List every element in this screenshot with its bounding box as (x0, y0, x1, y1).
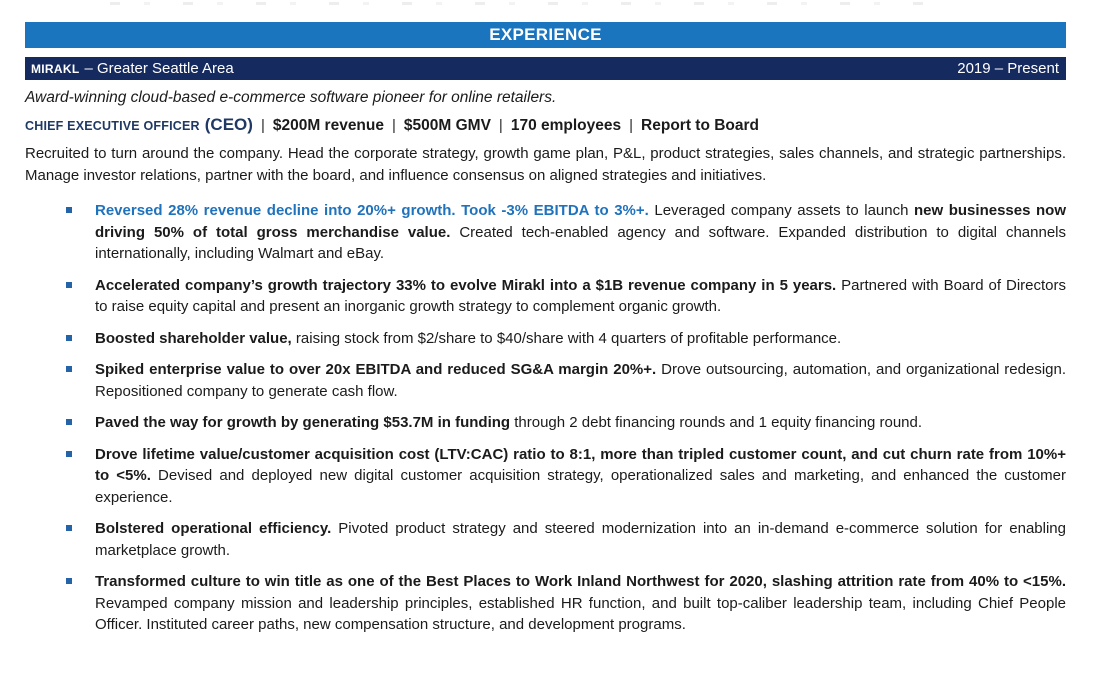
bullet-square-icon (66, 334, 72, 341)
bullet-item: Paved the way for growth by generating $… (25, 412, 1066, 434)
bullet-text-segment: Partnered with Board of Directors to rai… (95, 276, 1066, 316)
bullet-text-segment: Drove lifetime value/customer acquisitio… (95, 445, 1066, 485)
stat-separator: | (498, 117, 503, 134)
bullet-text-segment: Spiked enterprise value to over 20x EBIT… (95, 361, 657, 378)
company-location: – Greater Seattle Area (84, 60, 234, 77)
bullet-text-segment: Bolstered operational efficiency. (95, 520, 332, 537)
bullet-item: Accelerated company’s growth trajectory … (25, 275, 1066, 318)
company-name: MIRAKL (31, 62, 80, 76)
bullet-text-segment: Drove outsourcing, automation, and organ… (95, 361, 1066, 400)
clipped-previous-line (110, 2, 940, 5)
bullet-text-segment: Transformed culture to win title as one … (95, 573, 1066, 590)
bullet-item: Reversed 28% revenue decline into 20%+ g… (25, 200, 1066, 265)
employment-dates: 2019 – Present (957, 60, 1059, 77)
bullet-text-segment: Accelerated company’s growth trajectory … (95, 276, 837, 294)
stat-revenue: $200M revenue (272, 117, 384, 134)
job-title-line: CHIEF EXECUTIVE OFFICER (CEO) | $200M re… (25, 115, 1066, 135)
section-title: EXPERIENCE (489, 25, 602, 44)
bullet-square-icon (66, 450, 72, 457)
bullet-square-icon (66, 525, 72, 531)
stat-employees: 170 employees (510, 117, 622, 134)
bullet-square-icon (66, 578, 72, 584)
company-heading: MIRAKL – Greater Seattle Area (31, 60, 234, 77)
bullet-text-segment: Devised and deployed new digital custome… (95, 467, 1066, 506)
bullet-text-segment: Pivoted product strategy and steered mod… (95, 520, 1066, 559)
section-header-bar: EXPERIENCE (25, 22, 1066, 48)
company-bar: MIRAKL – Greater Seattle Area 2019 – Pre… (25, 57, 1066, 80)
bullet-square-icon (66, 207, 72, 213)
bullet-item: Transformed culture to win title as one … (25, 571, 1066, 636)
bullet-text-segment: new businesses now driving 50% of total … (95, 202, 1066, 241)
bullet-text-segment: Revamped company mission and leadership … (95, 594, 1066, 634)
job-title: CHIEF EXECUTIVE OFFICER (25, 119, 200, 133)
company-tagline: Award-winning cloud-based e-commerce sof… (25, 89, 557, 106)
bullet-text-segment: through 2 debt financing rounds and 1 eq… (510, 414, 923, 431)
stat-gmv: $500M GMV (403, 117, 491, 134)
bullet-square-icon (66, 419, 72, 425)
stat-reporting: Report to Board (641, 117, 759, 134)
bullet-item: Boosted shareholder value, raising stock… (25, 328, 1066, 350)
bullet-text-segment: Paved the way for growth by generating $… (95, 414, 511, 431)
bullet-text-segment: raising stock from $2/share to $40/share… (291, 329, 842, 347)
stat-separator: | (392, 117, 396, 134)
bullet-text-segment: Leveraged company assets to launch (648, 202, 914, 219)
bullet-item: Bolstered operational efficiency. Pivote… (25, 518, 1066, 561)
resume-experience-section: EXPERIENCE MIRAKL – Greater Seattle Area… (25, 0, 1066, 646)
stat-separator: | (629, 117, 634, 134)
bullet-item: Spiked enterprise value to over 20x EBIT… (25, 359, 1066, 402)
summary-paragraph: Recruited to turn around the company. He… (25, 145, 1066, 184)
bullet-item: Drove lifetime value/customer acquisitio… (25, 444, 1066, 509)
job-title-abbrev: (CEO) (204, 115, 253, 134)
bullet-square-icon (66, 281, 72, 288)
bullet-text-segment: Reversed 28% revenue decline into 20%+ g… (95, 202, 649, 219)
bullet-text-segment: Boosted shareholder value, (95, 329, 292, 347)
bullet-square-icon (66, 366, 72, 372)
stat-separator: | (260, 117, 265, 134)
experience-bullet-list: Reversed 28% revenue decline into 20%+ g… (25, 200, 1066, 636)
bullet-text-segment: Created tech-enabled agency and software… (95, 223, 1066, 263)
